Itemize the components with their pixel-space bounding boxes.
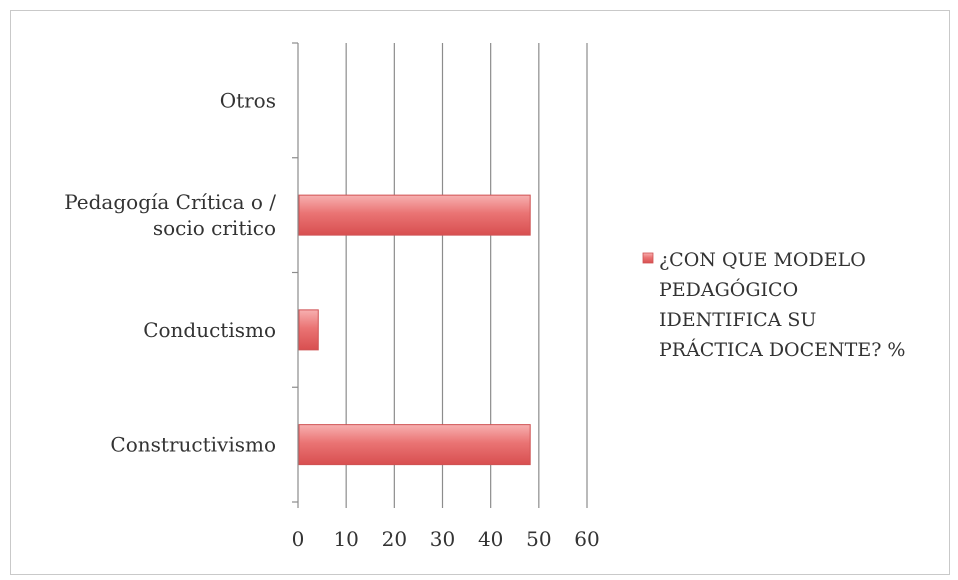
category-label: Pedagogía Crítica o /	[64, 190, 276, 214]
bar-pedagog-a-cr-tica-o-socio-critico	[298, 194, 531, 236]
category-label: Otros	[220, 88, 276, 112]
legend-label: IDENTIFICA SU	[659, 309, 816, 331]
legend-label: ¿CON QUE MODELO	[659, 249, 866, 271]
x-tick-label: 60	[574, 527, 599, 551]
axis-layer	[292, 42, 588, 508]
legend-swatch	[642, 252, 654, 264]
x-tick-label: 30	[430, 527, 455, 551]
x-tick-label: 20	[382, 527, 407, 551]
category-label: Conductismo	[143, 318, 276, 342]
category-label: socio critico	[153, 216, 276, 240]
x-tick-label: 0	[292, 527, 305, 551]
category-label: Constructivismo	[110, 433, 276, 457]
bar-conductismo	[298, 309, 319, 351]
x-tick-label: 10	[333, 527, 358, 551]
x-tick-label: 50	[526, 527, 551, 551]
legend-label: PEDAGÓGICO	[659, 278, 798, 301]
x-tick-label: 40	[478, 527, 503, 551]
legend-label: PRÁCTICA DOCENTE? %	[659, 338, 906, 361]
chart-frame	[10, 10, 950, 575]
bar-layer	[298, 194, 531, 466]
label-layer: 0 10 20 30 40 50 60 Constructivismo Conductismo P…	[64, 88, 599, 551]
legend: ¿CON QUE MODELO PEDAGÓGICO IDENTIFICA SU PR…	[642, 249, 906, 361]
bar-constructivismo	[298, 424, 531, 466]
